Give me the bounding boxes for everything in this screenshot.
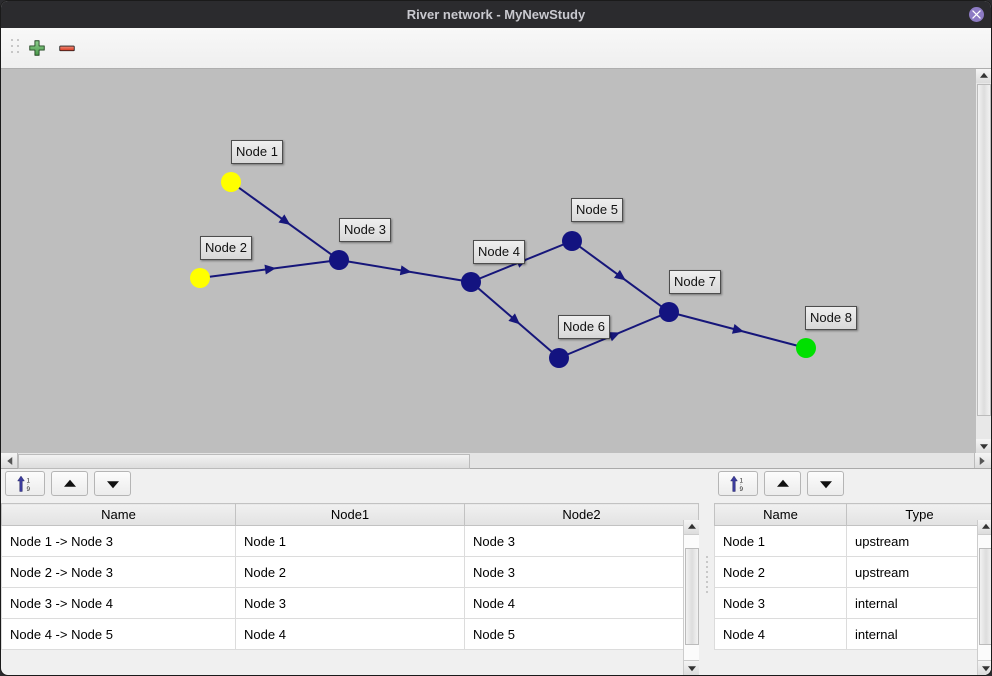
svg-text:9: 9 <box>740 486 744 493</box>
svg-text:1: 1 <box>27 478 31 485</box>
svg-text:1: 1 <box>740 478 744 485</box>
svg-text:9: 9 <box>27 486 31 493</box>
